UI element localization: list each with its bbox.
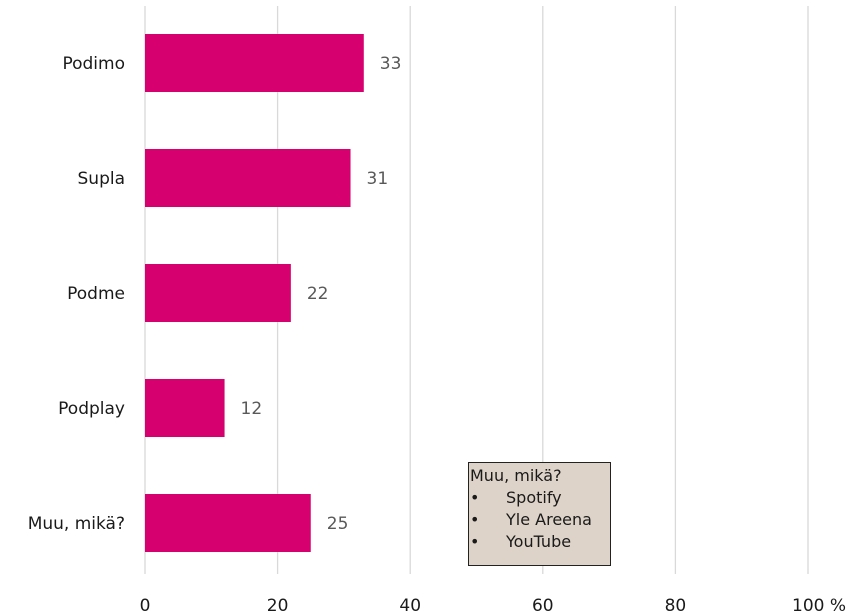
category-label: Muu, mikä? xyxy=(28,514,125,534)
bullet-icon: • xyxy=(470,510,480,529)
bar xyxy=(145,494,311,552)
gridlines xyxy=(144,6,809,574)
category-label: Podme xyxy=(67,284,125,304)
annotation-item-label: Spotify xyxy=(506,488,562,507)
bar xyxy=(145,34,364,92)
labels: 0 20 40 60 80 100 % Podimo 33 Supla 31 Podme 22 Podp… xyxy=(28,54,846,616)
annotation-box: Muu, mikä? • Spotify • Yle Areena • YouT… xyxy=(468,462,611,566)
category-label: Podplay xyxy=(58,399,125,419)
annotation-title: Muu, mikä? xyxy=(470,466,562,485)
category-label: Supla xyxy=(78,169,126,189)
annotation-item: • Yle Areena xyxy=(470,509,610,531)
value-label: 31 xyxy=(367,169,389,189)
annotation-item: • YouTube xyxy=(470,531,610,553)
value-label: 12 xyxy=(241,399,263,419)
bars xyxy=(145,34,364,552)
bar xyxy=(145,149,351,207)
bullet-icon: • xyxy=(470,488,480,507)
x-tick-label: 0 xyxy=(140,596,151,616)
x-tick-label: 80 xyxy=(665,596,687,616)
value-label: 22 xyxy=(307,284,329,304)
x-tick-label: 100 % xyxy=(792,596,846,616)
bullet-icon: • xyxy=(470,532,480,551)
x-tick-label: 60 xyxy=(532,596,554,616)
annotation-item-label: YouTube xyxy=(506,532,572,551)
value-label: 33 xyxy=(380,54,402,74)
annotation-item: • Spotify xyxy=(470,487,610,509)
bar xyxy=(145,264,291,322)
x-tick-label: 40 xyxy=(399,596,421,616)
value-label: 25 xyxy=(327,514,349,534)
annotation-item-label: Yle Areena xyxy=(506,510,592,529)
bar xyxy=(145,379,225,437)
category-label: Podimo xyxy=(62,54,125,74)
x-tick-label: 20 xyxy=(267,596,289,616)
